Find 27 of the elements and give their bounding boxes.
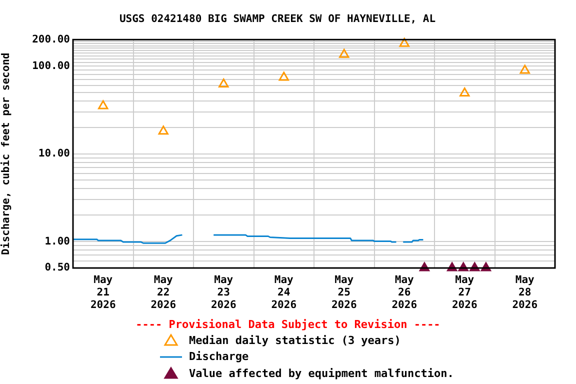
- x-tick-label: May 27 2026: [452, 274, 478, 312]
- point: [218, 78, 229, 88]
- x-tick-label: May 28 2026: [512, 274, 538, 312]
- legend-label: Discharge: [189, 350, 249, 364]
- point: [460, 87, 470, 96]
- y-tick-label: 100.00: [32, 60, 70, 72]
- point: [98, 100, 108, 110]
- legend-label: Median daily statistic (3 years): [189, 334, 401, 347]
- x-tick-label: May 22 2026: [150, 274, 176, 312]
- point: [399, 38, 410, 47]
- x-tick-label: May 24 2026: [271, 274, 297, 312]
- y-axis-title: Discharge, cubic feet per second: [0, 52, 12, 255]
- legend-label: Value affected by equipment malfunction.: [189, 366, 454, 380]
- point: [158, 126, 168, 135]
- y-tick-label: 10.00: [38, 148, 70, 160]
- chart-title: USGS 02421480 BIG SWAMP CREEK SW OF HAYNEVILLE, AL: [119, 13, 436, 26]
- y-tick-label: 200.00: [32, 33, 70, 46]
- point: [520, 64, 530, 74]
- y-tick-label: 1.00: [44, 235, 70, 248]
- x-tick-label: May 26 2026: [392, 274, 418, 312]
- text: ---- Provisional Data Subject to Revision ----: [134, 318, 442, 331]
- y-tick-label: 0.50: [44, 262, 70, 274]
- point: [339, 48, 350, 58]
- point: [278, 72, 289, 81]
- x-tick-label: May 23 2026: [210, 274, 236, 312]
- x-tick-label: May 25 2026: [331, 274, 357, 312]
- x-tick-label: May 21 2026: [90, 274, 116, 312]
